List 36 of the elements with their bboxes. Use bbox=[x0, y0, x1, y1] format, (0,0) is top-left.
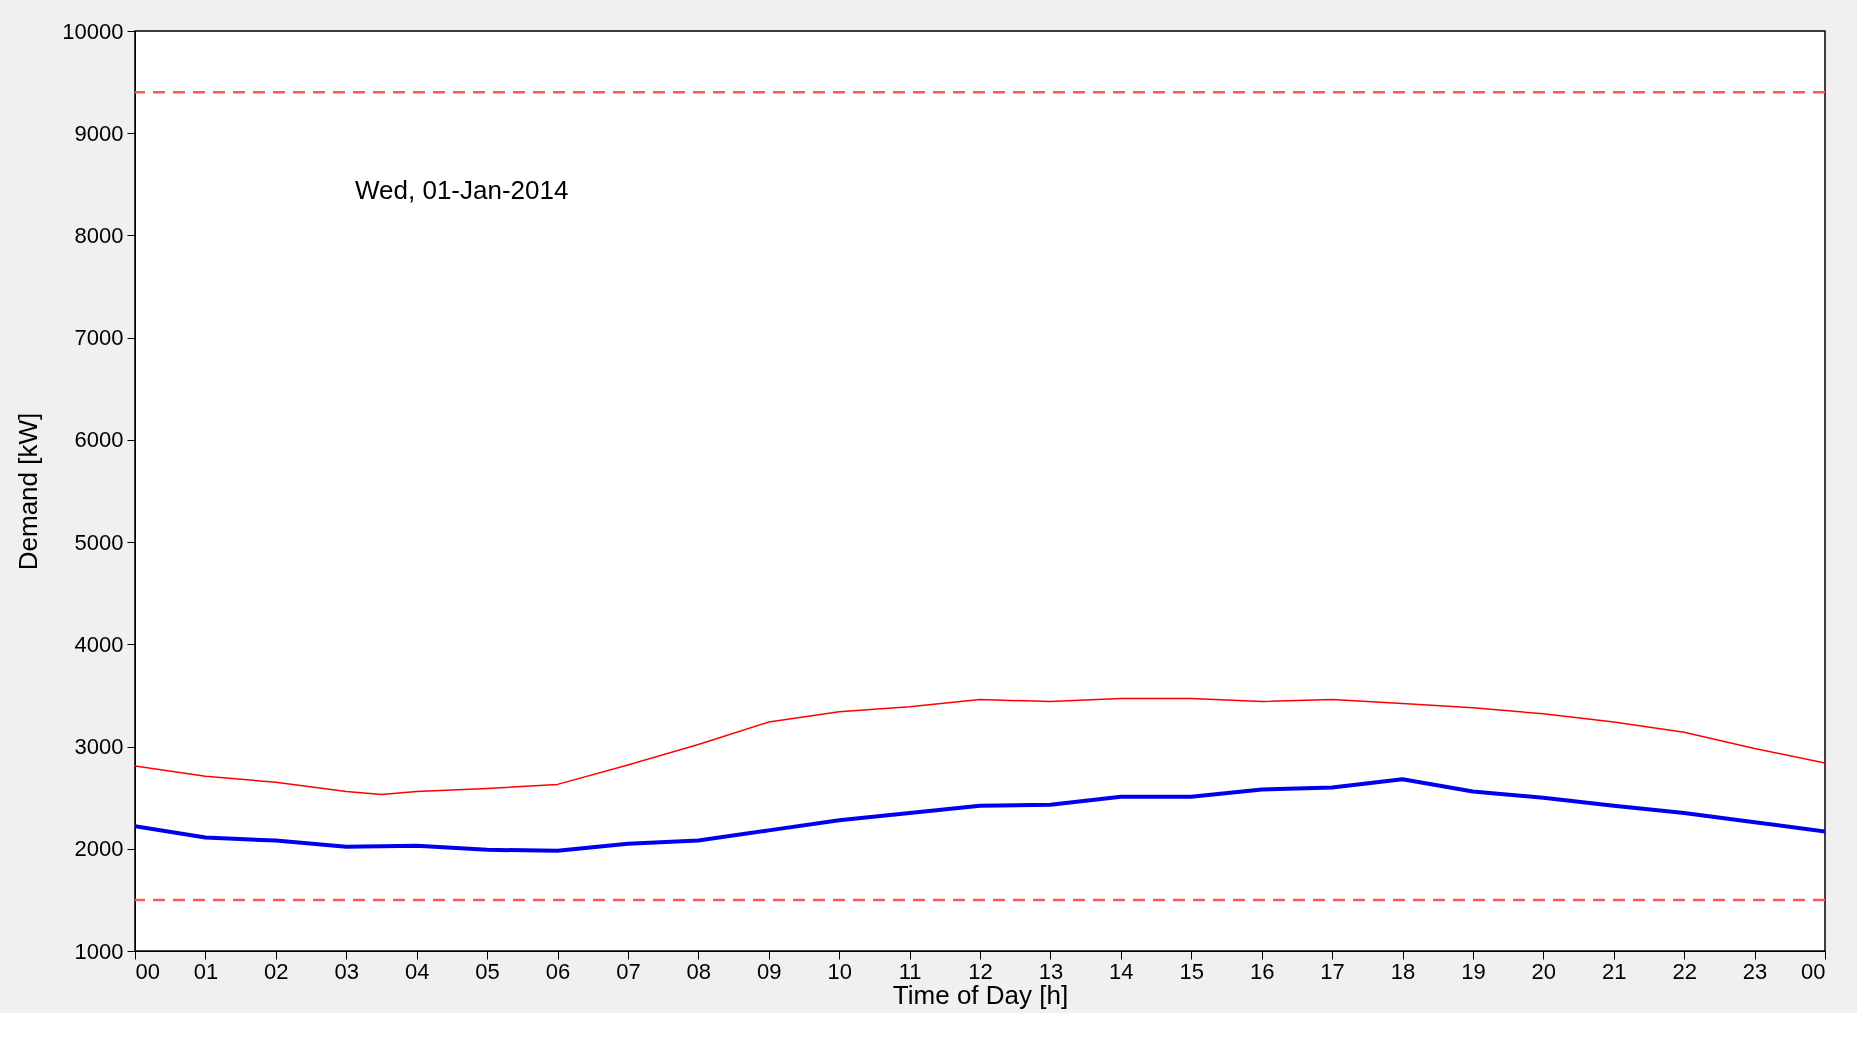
x-tick-label: 17 bbox=[1320, 958, 1345, 984]
x-tick-label: 18 bbox=[1390, 958, 1416, 984]
x-tick-label: 02 bbox=[264, 958, 289, 984]
x-tick-label: 05 bbox=[475, 958, 500, 984]
line-series bbox=[135, 697, 1825, 796]
annotation: Wed, 01-Jan-2014 bbox=[355, 175, 569, 205]
y-axis-title: Demand [kW] bbox=[13, 412, 44, 571]
x-tick-label: 15 bbox=[1179, 958, 1204, 984]
x-tick-label: 06 bbox=[545, 958, 571, 984]
x-tick-label: 01 bbox=[193, 958, 219, 984]
y-tick-label: 10000 bbox=[62, 18, 124, 44]
y-tick-label: 9000 bbox=[74, 120, 124, 146]
x-tick-label: 14 bbox=[1109, 958, 1134, 984]
x-tick-label: 09 bbox=[757, 958, 782, 984]
x-tick-label: 16 bbox=[1249, 958, 1275, 984]
y-tick-label: 1000 bbox=[74, 938, 124, 964]
x-tick-label: 10 bbox=[827, 958, 852, 984]
y-tick-label: 5000 bbox=[74, 529, 124, 555]
y-tick-label: 2000 bbox=[74, 836, 124, 862]
x-tick-label: 23 bbox=[1742, 958, 1768, 984]
x-tick-label: 00 bbox=[1801, 958, 1826, 984]
x-tick-label: 21 bbox=[1602, 958, 1627, 984]
x-tick-label: 07 bbox=[616, 958, 641, 984]
x-tick-label: 04 bbox=[404, 958, 430, 984]
x-tick-label: 19 bbox=[1461, 958, 1486, 984]
x-tick-label: 08 bbox=[686, 958, 712, 984]
y-tick-label: 7000 bbox=[74, 325, 124, 351]
x-tick-label: 20 bbox=[1531, 958, 1557, 984]
y-tick-label: 4000 bbox=[74, 631, 124, 657]
y-tick-label: 8000 bbox=[74, 222, 124, 248]
y-tick-label: 6000 bbox=[74, 427, 124, 453]
y-tick-label: 3000 bbox=[74, 734, 124, 760]
x-tick-label: 03 bbox=[334, 958, 359, 984]
line-series bbox=[135, 777, 1825, 853]
x-tick-label: 22 bbox=[1672, 958, 1697, 984]
x-tick-label: 00 bbox=[135, 958, 160, 984]
